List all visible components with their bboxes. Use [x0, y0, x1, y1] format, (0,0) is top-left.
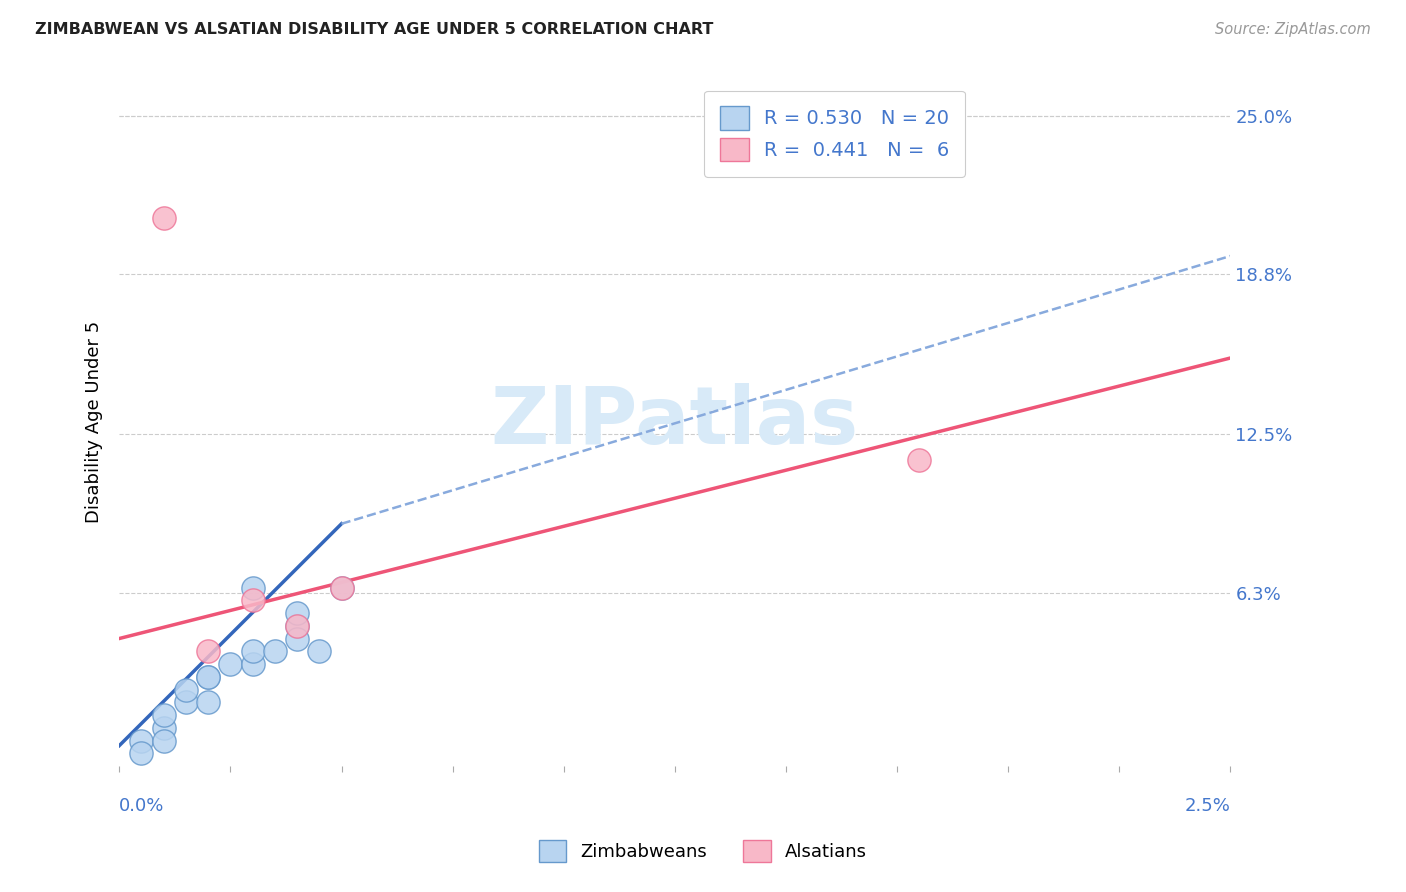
Point	[285, 619, 308, 633]
Point	[285, 632, 308, 646]
Point	[330, 581, 353, 595]
Point	[131, 733, 153, 747]
Point	[131, 746, 153, 760]
Point	[197, 644, 219, 658]
Point	[285, 619, 308, 633]
Point	[330, 581, 353, 595]
Text: 0.0%: 0.0%	[120, 797, 165, 814]
Point	[219, 657, 242, 671]
Point	[197, 670, 219, 684]
Text: ZIPatlas: ZIPatlas	[491, 383, 859, 461]
Point	[242, 644, 264, 658]
Point	[242, 593, 264, 607]
Point	[285, 606, 308, 620]
Point	[197, 670, 219, 684]
Point	[908, 453, 931, 467]
Text: ZIMBABWEAN VS ALSATIAN DISABILITY AGE UNDER 5 CORRELATION CHART: ZIMBABWEAN VS ALSATIAN DISABILITY AGE UN…	[35, 22, 713, 37]
Legend: Zimbabweans, Alsatians: Zimbabweans, Alsatians	[531, 833, 875, 870]
Text: Source: ZipAtlas.com: Source: ZipAtlas.com	[1215, 22, 1371, 37]
Point	[174, 682, 197, 697]
Point	[152, 721, 174, 735]
Point	[242, 581, 264, 595]
Point	[152, 211, 174, 225]
Point	[174, 695, 197, 709]
Y-axis label: Disability Age Under 5: Disability Age Under 5	[86, 320, 103, 523]
Point	[152, 708, 174, 723]
Text: 2.5%: 2.5%	[1185, 797, 1230, 814]
Point	[152, 733, 174, 747]
Point	[242, 657, 264, 671]
Point	[197, 695, 219, 709]
Legend: R = 0.530   N = 20, R =  0.441   N =  6: R = 0.530 N = 20, R = 0.441 N = 6	[704, 91, 965, 177]
Point	[263, 644, 285, 658]
Point	[308, 644, 330, 658]
